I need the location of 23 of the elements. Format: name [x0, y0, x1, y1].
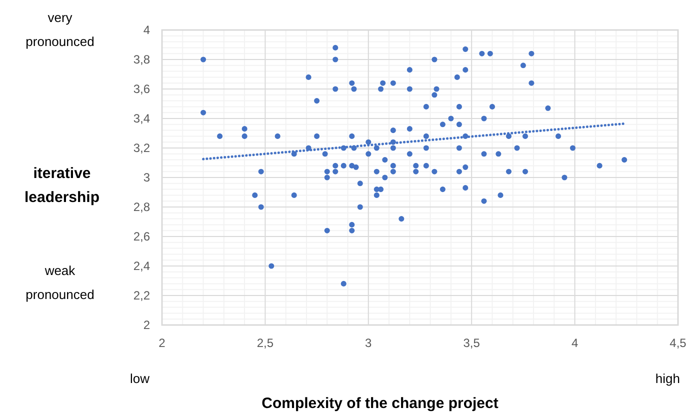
x-tick-label: 3: [365, 336, 372, 350]
x-axis-title: Complexity of the change project: [262, 395, 498, 412]
text: high: [655, 371, 680, 386]
text: low: [130, 371, 150, 386]
x-tick-label: 2,5: [256, 336, 274, 350]
text: very pronounced: [26, 10, 94, 49]
y-axis-title: iterative leadership: [24, 165, 100, 206]
x-tick-label: 2: [158, 336, 166, 350]
x-tick-label: 4,5: [670, 336, 687, 350]
y-tick-label: 3,6: [133, 82, 150, 96]
y-tick-label: 3,8: [133, 52, 150, 66]
y-tick-label: 3,2: [133, 141, 150, 155]
y-tick-label: 2,8: [133, 200, 150, 214]
x-tick-label: 4: [571, 336, 578, 350]
text: weak pronounced: [26, 263, 94, 302]
y-tick-label: 3,4: [133, 112, 150, 126]
x-tick-label: 3,5: [463, 336, 480, 350]
y-tick-label: 2,2: [133, 288, 150, 302]
y-tick-label: 2,6: [133, 230, 150, 244]
y-tick-label: 2,4: [133, 259, 150, 273]
y-tick-label: 4: [143, 23, 150, 37]
y-tick-label: 2: [143, 318, 150, 332]
y-tick-label: 3: [143, 170, 150, 184]
